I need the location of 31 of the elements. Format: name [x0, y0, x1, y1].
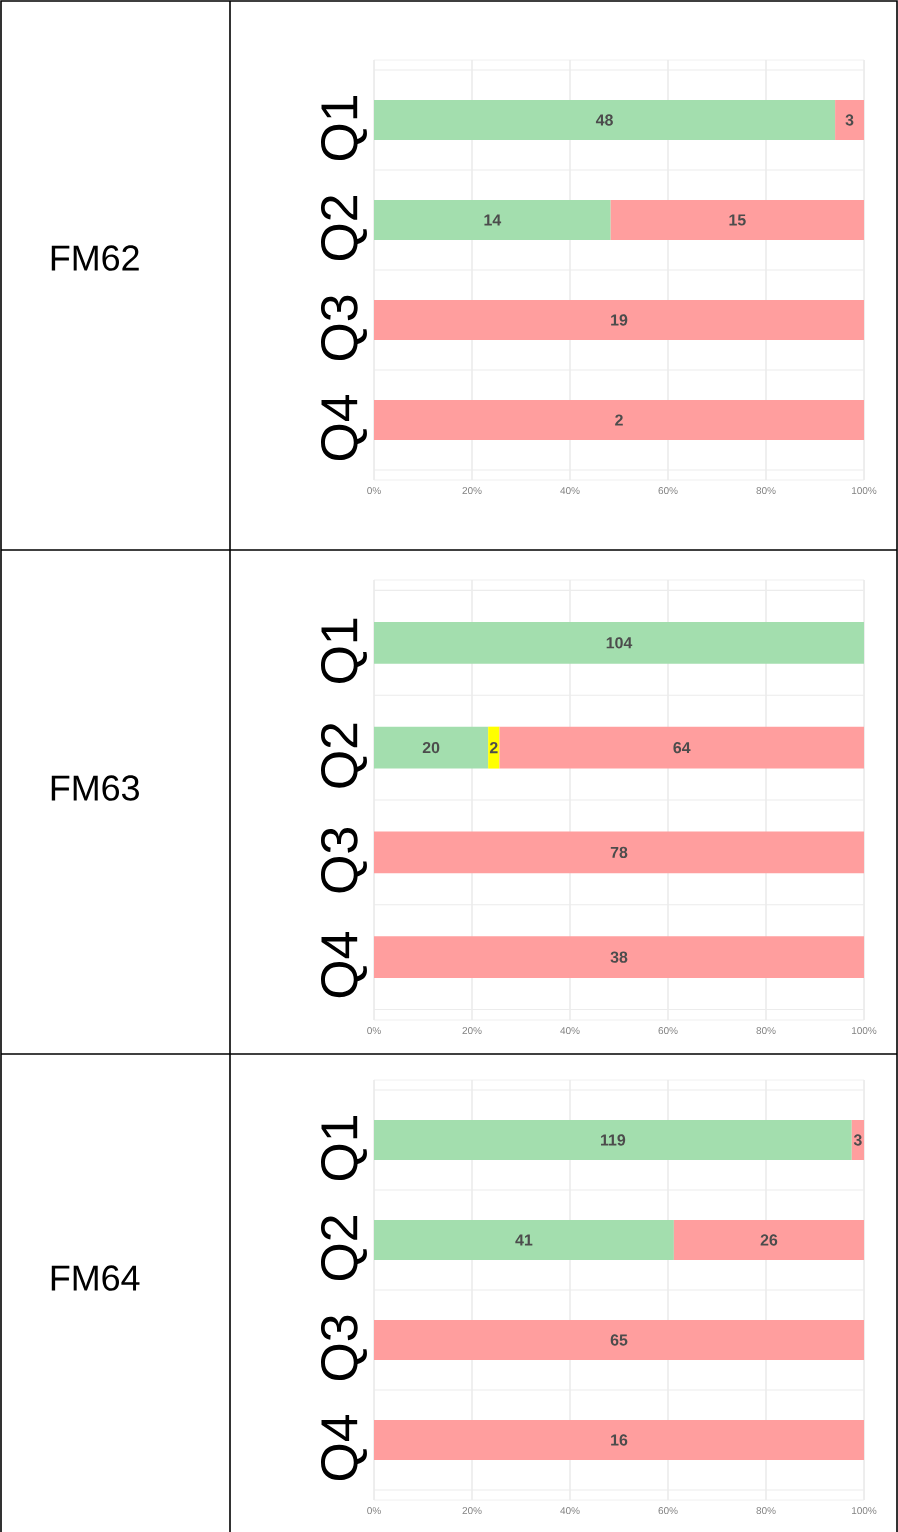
bar [374, 1320, 865, 1361]
bar [374, 1120, 852, 1161]
y-tick-label: Q1 [320, 95, 367, 161]
y-tick-label: Q4 [320, 932, 367, 998]
bar [610, 199, 865, 240]
text: FM62 [51, 245, 139, 271]
y-tick-label: Q3 [320, 828, 367, 893]
y-tick-label: Q1 [320, 1115, 367, 1181]
bar [374, 621, 865, 664]
text: FM63 [51, 775, 139, 801]
y-tick-label: Q2 [320, 196, 367, 261]
y-tick-label: Q4 [320, 394, 367, 461]
bar [374, 299, 865, 340]
y-tick-label: Q3 [320, 1315, 367, 1381]
bar [499, 726, 865, 769]
text: FM64 [51, 1265, 140, 1291]
bar [374, 1220, 674, 1261]
bar [374, 199, 611, 240]
y-tick-label: Q2 [320, 723, 367, 788]
bar [374, 936, 865, 979]
y-tick-label: Q4 [320, 1414, 367, 1481]
bar [374, 100, 836, 140]
bar [673, 1220, 865, 1261]
bar [374, 831, 865, 874]
bar [374, 1420, 865, 1461]
bar [374, 399, 865, 440]
bar [835, 100, 865, 140]
bar [374, 726, 489, 769]
y-tick-label: Q1 [320, 618, 367, 683]
y-tick-label: Q3 [320, 295, 367, 361]
y-tick-label: Q2 [320, 1216, 367, 1281]
